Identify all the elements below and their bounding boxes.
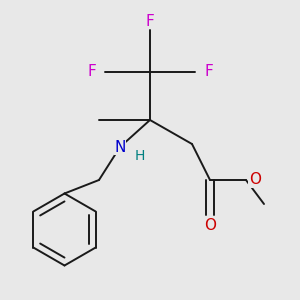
Text: F: F <box>204 64 213 80</box>
Text: F: F <box>87 64 96 80</box>
Text: H: H <box>134 149 145 163</box>
Text: N: N <box>114 140 126 154</box>
Text: F: F <box>146 14 154 28</box>
Text: O: O <box>249 172 261 188</box>
Text: O: O <box>204 218 216 232</box>
